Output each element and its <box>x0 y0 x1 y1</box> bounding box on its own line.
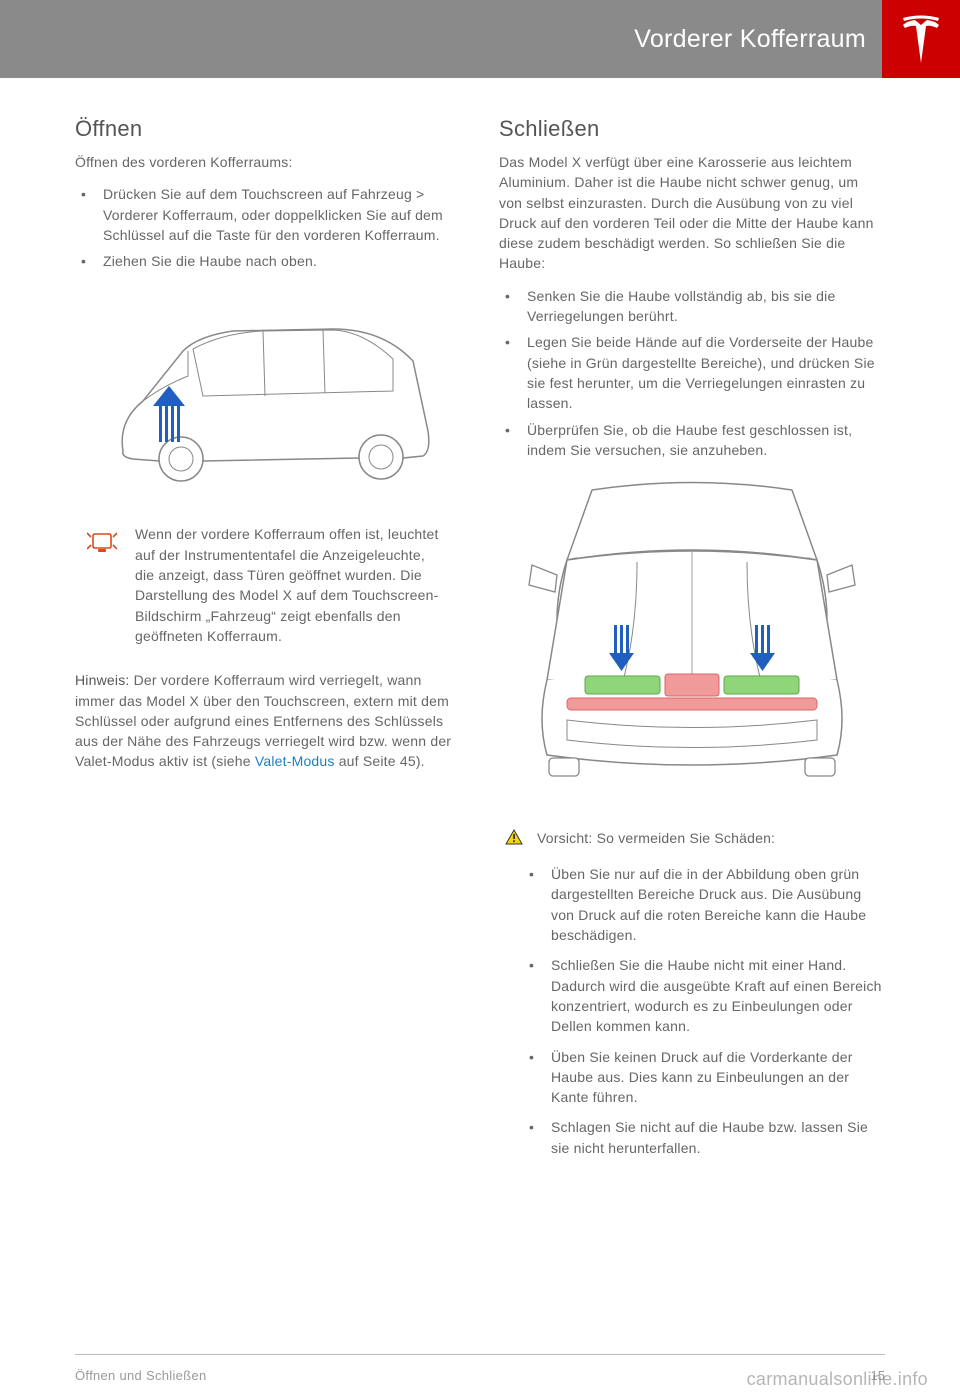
car-side-illustration <box>93 291 443 496</box>
close-figure <box>499 480 885 800</box>
door-open-indicator-icon <box>87 526 117 559</box>
open-intro: Öffnen des vorderen Kofferraums: <box>75 152 461 172</box>
valet-modus-link[interactable]: Valet-Modus <box>255 753 335 769</box>
car-front-illustration <box>507 480 877 800</box>
list-item: Üben Sie nur auf die in der Abbildung ob… <box>523 864 885 945</box>
list-item: Schließen Sie die Haube nicht mit einer … <box>523 955 885 1036</box>
tesla-logo-box <box>882 0 960 78</box>
page-header: Vorderer Kofferraum <box>0 0 960 78</box>
footer-section: Öffnen und Schließen <box>75 1368 207 1383</box>
list-item: Ziehen Sie die Haube nach oben. <box>75 251 461 271</box>
list-item: Legen Sie beide Hände auf die Vorderseit… <box>499 332 885 413</box>
indicator-note: Wenn der vordere Kofferraum offen ist, l… <box>75 524 461 646</box>
close-intro: Das Model X verfügt über eine Karosserie… <box>499 152 885 274</box>
close-bullets: Senken Sie die Haube vollständig ab, bis… <box>499 286 885 460</box>
warning-triangle-icon <box>505 829 523 850</box>
hinweis-text-b: auf Seite 45). <box>335 753 425 769</box>
header-title: Vorderer Kofferraum <box>634 25 882 54</box>
list-item: Üben Sie keinen Druck auf die Vorderkant… <box>523 1047 885 1108</box>
content-area: Öffnen Öffnen des vorderen Kofferraums: … <box>0 78 960 1168</box>
tesla-logo-icon <box>900 15 942 63</box>
open-heading: Öffnen <box>75 116 461 142</box>
open-figure <box>75 291 461 496</box>
caution-bullets: Üben Sie nur auf die in der Abbildung ob… <box>499 864 885 1158</box>
right-column: Schließen Das Model X verfügt über eine … <box>499 116 885 1168</box>
list-item: Schlagen Sie nicht auf die Haube bzw. la… <box>523 1117 885 1158</box>
left-column: Öffnen Öffnen des vorderen Kofferraums: … <box>75 116 461 1168</box>
indicator-note-text: Wenn der vordere Kofferraum offen ist, l… <box>135 524 461 646</box>
list-item: Senken Sie die Haube vollständig ab, bis… <box>499 286 885 327</box>
caution-text: Vorsicht: So vermeiden Sie Schäden: <box>537 828 775 848</box>
open-bullets: Drücken Sie auf dem Touchscreen auf Fahr… <box>75 184 461 271</box>
close-heading: Schließen <box>499 116 885 142</box>
caution-label: Vorsicht: <box>537 830 593 846</box>
watermark: carmanualsonline.info <box>747 1369 928 1390</box>
hinweis-label: Hinweis: <box>75 672 130 688</box>
caution-row: Vorsicht: So vermeiden Sie Schäden: <box>499 828 885 850</box>
list-item: Drücken Sie auf dem Touchscreen auf Fahr… <box>75 184 461 245</box>
caution-intro: So vermeiden Sie Schäden: <box>593 830 776 846</box>
hinweis-paragraph: Hinweis: Der vordere Kofferraum wird ver… <box>75 670 461 771</box>
list-item: Überprüfen Sie, ob die Haube fest geschl… <box>499 420 885 461</box>
